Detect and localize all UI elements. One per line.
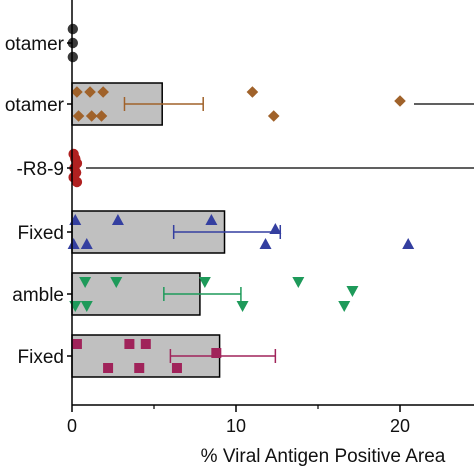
data-point (84, 86, 96, 98)
data-point (292, 277, 305, 288)
x-tick-label: 0 (67, 416, 77, 436)
data-point (198, 277, 211, 288)
category-label: Fixed (18, 223, 64, 244)
data-point (85, 110, 98, 122)
data-point (67, 37, 79, 49)
data-point (67, 238, 80, 249)
category-label: otamer (5, 34, 65, 55)
category-label: otamer (5, 95, 65, 116)
data-point (71, 176, 83, 188)
data-point (103, 363, 114, 373)
data-point (259, 238, 272, 249)
data-point (346, 286, 359, 297)
data-point (211, 348, 222, 358)
data-point (124, 339, 135, 349)
x-axis-ticks: 0 10 20 (67, 405, 410, 436)
data-point (394, 95, 406, 107)
data-point (72, 110, 85, 122)
data-point (338, 301, 351, 312)
x-tick-label: 10 (226, 416, 246, 436)
data-point (71, 339, 82, 349)
x-axis-title: % Viral Antigen Positive Area (201, 446, 446, 467)
data-point (95, 110, 108, 122)
data-point (110, 277, 123, 288)
data-point (267, 110, 280, 122)
category-label: Fixed (18, 347, 64, 368)
data-point (67, 23, 79, 35)
data-point (67, 51, 79, 63)
plot-area: otamer otamer -R8-9 Fixed amble Fixed (5, 23, 474, 378)
category-label: amble (12, 285, 64, 306)
data-point (134, 363, 145, 373)
category-label: -R8-9 (16, 159, 64, 180)
data-point (140, 339, 151, 349)
data-point (171, 363, 182, 373)
data-point (80, 301, 93, 312)
data-point (236, 301, 249, 312)
data-point (79, 277, 92, 288)
data-point (71, 86, 83, 98)
data-point (402, 238, 415, 249)
x-tick-label: 20 (390, 416, 410, 436)
data-point (97, 86, 109, 98)
data-point (246, 86, 259, 98)
data-point (269, 223, 282, 234)
data-point (111, 214, 124, 225)
data-point (205, 214, 218, 225)
data-point (80, 238, 93, 249)
